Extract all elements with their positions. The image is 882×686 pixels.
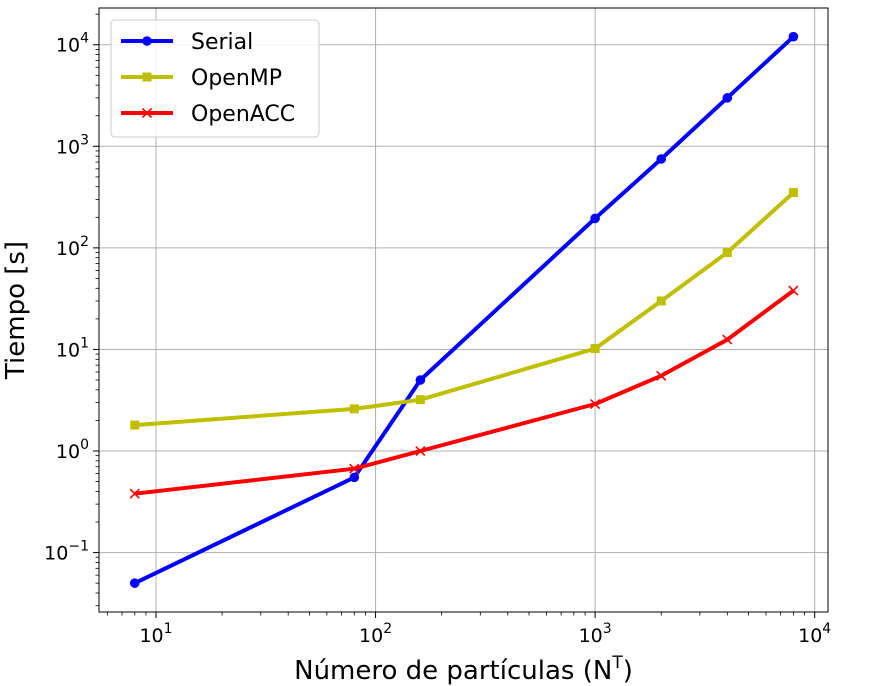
serial-series-point: [415, 375, 426, 385]
serial-series-point: [788, 31, 799, 42]
serial-series-point: [129, 578, 140, 588]
serial-legend-entry: Serial: [121, 30, 253, 55]
x-tick-label: 101: [139, 621, 172, 647]
openmp-series-point: [349, 404, 359, 414]
openmp-series-line: [134, 191, 795, 428]
x-tick-label-exponent: 4: [822, 621, 831, 637]
serial-series-point: [590, 213, 600, 224]
openmp-legend-entry: OpenMP: [121, 66, 282, 91]
openmp-legend-point: [142, 72, 152, 82]
x-tick-label-exponent: 1: [164, 621, 173, 637]
openacc-legend-entry: OpenACC: [121, 102, 295, 127]
y-tick-label-exponent: 1: [80, 335, 89, 351]
series-layer: [129, 31, 799, 588]
y-tick-label: 100: [56, 437, 89, 463]
openacc-legend-point: [141, 107, 153, 119]
openmp-legend-label: OpenMP: [191, 66, 282, 91]
openmp-series-point: [415, 395, 425, 405]
y-tick-label-exponent: 2: [80, 234, 89, 250]
y-tick-label-base: 10: [56, 35, 80, 57]
openacc-series-point: [722, 334, 733, 345]
openacc-series-point: [129, 488, 140, 499]
y-tick-label-base: 10: [44, 543, 68, 565]
openacc-legend-label: OpenACC: [191, 102, 295, 127]
x-axis-title-superscript: T: [611, 653, 623, 673]
legend-box: [110, 19, 320, 138]
openacc-series-point: [590, 398, 601, 410]
openmp-series-point: [130, 420, 140, 430]
openmp-series-point: [590, 344, 600, 354]
openacc-series-point: [788, 285, 799, 296]
y-tick-label: 103: [56, 132, 89, 158]
y-tick-label-exponent: −1: [68, 539, 89, 555]
y-tick-label: 104: [56, 31, 89, 57]
openmp-series-point: [788, 188, 798, 198]
y-tick-label-exponent: 0: [80, 437, 89, 453]
openacc-series-point: [656, 370, 667, 381]
x-axis-title-main: Número de partículas (N: [294, 656, 612, 686]
openmp-series-point: [722, 248, 732, 258]
x-axis-title: Número de partículas (NT): [294, 653, 633, 686]
serial-series-point: [656, 154, 667, 164]
y-tick-label: 102: [56, 234, 89, 260]
x-tick-label: 103: [579, 621, 612, 647]
y-axis-title: Tiempo [s]: [1, 241, 31, 380]
y-tick-label-base: 10: [56, 136, 80, 158]
plot-frame: [98, 7, 829, 613]
legend: Serial OpenMP OpenACC: [110, 19, 320, 138]
x-tick-label: 102: [359, 621, 392, 647]
y-tick-label-exponent: 4: [80, 31, 89, 47]
grid-lines: [99, 8, 828, 612]
openacc-series: [129, 285, 799, 499]
x-tick-label-base: 10: [579, 625, 603, 647]
x-tick-label-base: 10: [798, 625, 822, 647]
y-tick-label-base: 10: [56, 441, 80, 463]
serial-series-point: [349, 472, 360, 483]
x-tick-label-exponent: 2: [383, 621, 392, 637]
openmp-series-point: [656, 296, 666, 306]
serial-series-point: [722, 93, 733, 103]
serial-legend-label: Serial: [191, 30, 253, 55]
openacc-series-line: [134, 288, 795, 496]
x-tick-label-base: 10: [139, 625, 163, 647]
y-tick-label: 101: [56, 335, 89, 361]
x-tick-label-base: 10: [359, 625, 383, 647]
x-tick-label: 104: [798, 621, 831, 647]
serial-legend-point: [142, 36, 152, 46]
y-tick-label: 10−1: [44, 539, 89, 565]
openacc-series-point: [415, 445, 426, 457]
x-tick-label-exponent: 3: [603, 621, 612, 637]
y-tick-label-base: 10: [56, 238, 80, 260]
openacc-series-point: [349, 463, 360, 474]
serial-series: [129, 31, 799, 588]
openmp-series: [130, 188, 798, 430]
x-axis-title-end: ): [623, 656, 633, 686]
y-tick-label-exponent: 3: [80, 132, 89, 148]
y-tick-label-base: 10: [56, 339, 80, 361]
